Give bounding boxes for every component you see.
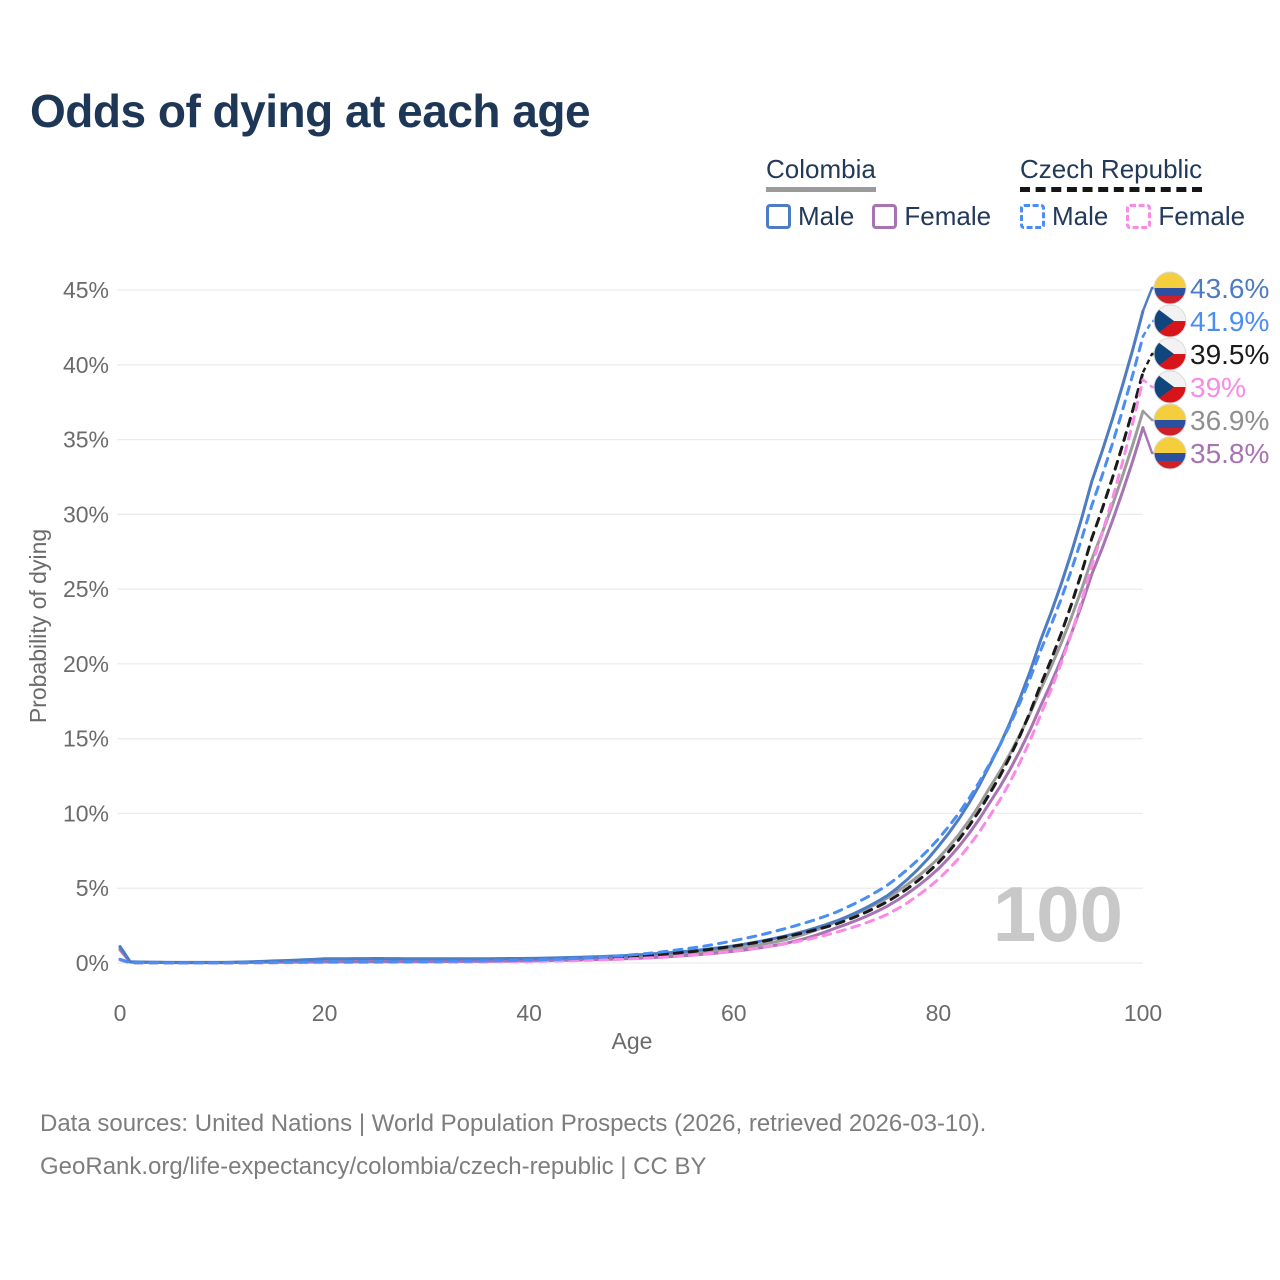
series-line-colombia-male[interactable] [118,309,1145,964]
legend-item-czech-female[interactable]: Female [1126,201,1245,232]
series-line-colombia-female[interactable] [118,426,1145,965]
y-axis-tick-label: 10% [63,800,109,826]
chart-legend: Colombia Male Female Czech Republic Male… [0,155,1280,246]
czech-male-swatch-icon [1020,204,1045,230]
y-axis-tick-label: 5% [76,875,109,901]
x-axis-tick-label: 100 [1124,1000,1162,1026]
y-axis-tick-label: 0% [76,950,109,976]
y-axis-tick-label: 25% [63,576,109,602]
colombia-male-swatch-icon [766,204,791,230]
y-axis-tick-label: 15% [63,726,109,752]
x-axis-tick-label: 60 [721,1000,747,1026]
series-line-czech-male[interactable] [118,334,1145,965]
end-label-czech-female: 39% [1190,372,1246,403]
colombia-flag-icon [1153,271,1187,305]
legend-label-czech-female: Female [1158,201,1246,232]
end-label-colombia-female: 35.8% [1190,438,1269,469]
footer-line-sources: Data sources: United Nations | World Pop… [40,1110,987,1137]
y-axis-tick-label: 35% [63,427,109,453]
x-axis-tick-label: 20 [312,1000,338,1026]
legend-item-czech-male[interactable]: Male [1020,201,1108,232]
y-axis-tick-label: 45% [63,277,109,303]
footer-line-attribution: GeoRank.org/life-expectancy/colombia/cze… [40,1153,707,1180]
x-axis-tick-label: 0 [114,1000,127,1026]
legend-label-colombia-male: Male [798,201,855,232]
czech-flag-icon [1153,304,1187,338]
legend-group-colombia: Colombia Male Female [766,155,991,232]
colombia-flag-icon [1153,436,1187,470]
series-line-colombia-all[interactable] [118,409,1145,965]
colombia-female-swatch-icon [872,204,898,230]
legend-label-colombia-female: Female [904,201,992,232]
legend-items-czech-republic: Male Female [1020,201,1245,232]
y-axis-tick-label: 20% [63,651,109,677]
legend-item-colombia-female[interactable]: Female [872,201,991,232]
czech-flag-icon [1153,370,1187,404]
data-sources-footer: Data sources: United Nations | World Pop… [40,1102,986,1188]
colombia-flag-icon [1153,403,1187,437]
end-label-czech-male: 41.9% [1190,306,1269,337]
legend-country-colombia[interactable]: Colombia [766,155,876,193]
legend-items-colombia: Male Female [766,201,991,232]
legend-country-czech-republic[interactable]: Czech Republic [1020,155,1203,193]
series-line-czech-all[interactable] [118,370,1145,965]
czech-female-swatch-icon [1126,204,1152,230]
y-axis-title: Probability of dying [25,529,51,723]
series-line-czech-female[interactable] [118,378,1145,965]
x-axis-tick-label: 80 [926,1000,952,1026]
legend-group-czech-republic: Czech Republic Male Female [1020,155,1245,232]
page-title: Odds of dying at each age [30,85,591,137]
y-axis-tick-label: 30% [63,501,109,527]
x-axis-title: Age [612,1028,653,1054]
end-label-connector [1141,352,1156,373]
legend-label-czech-male: Male [1052,201,1109,232]
end-label-colombia-male: 43.6% [1190,273,1269,304]
age-watermark: 100 [993,870,1123,958]
x-axis-tick-label: 40 [516,1000,542,1026]
legend-item-colombia-male[interactable]: Male [766,201,854,232]
end-label-colombia-all: 36.9% [1190,405,1269,436]
end-label-czech-all: 39.5% [1190,339,1269,370]
y-axis-tick-label: 40% [63,352,109,378]
czech-flag-icon [1153,337,1187,371]
end-label-connector [1142,378,1156,389]
